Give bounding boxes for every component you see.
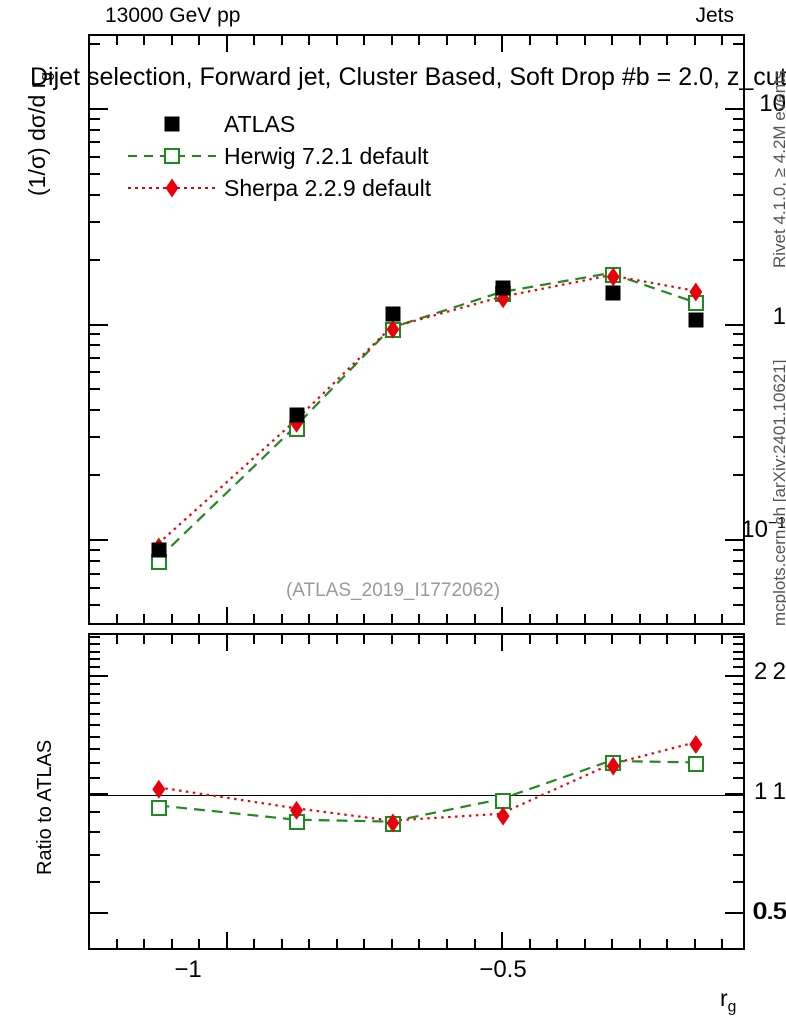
legend-label-atlas: ATLAS: [224, 110, 296, 137]
filled-square-icon: [164, 116, 180, 132]
herwig-7-2-1-default-line: [157, 271, 693, 560]
main-plot-area: [90, 36, 743, 623]
legend-entry-herwig: Herwig 7.2.1 default: [128, 140, 431, 172]
x-tick-label-minus0p5: −0.5: [479, 956, 527, 983]
ratio-sherpa-2-2-9-default-point: [290, 800, 304, 820]
atlas-point: [605, 285, 621, 301]
unity-reference-line: [90, 795, 743, 797]
legend-label-sherpa: Sherpa 2.2.9 default: [224, 174, 432, 201]
y-tick-label-10: 10: [759, 90, 786, 117]
ratio-sherpa-2-2-9-default-point: [152, 779, 166, 799]
ratio-y-tick-label-2-left: 2: [772, 658, 786, 685]
y-tick-label-0p1: 10−1: [741, 515, 786, 543]
ratio-sherpa-2-2-9-default-point: [386, 813, 400, 833]
analysis-id-watermark: (ATLAS_2019_I1772062): [285, 580, 501, 601]
ratio-plot-panel: [88, 633, 745, 950]
ratio-plot-area: [90, 635, 743, 948]
sherpa-2-2-9-default-point: [689, 282, 703, 302]
ratio-sherpa-2-2-9-default-point: [606, 756, 620, 776]
x-tick-label-minus1: −1: [174, 956, 202, 983]
ratio-sherpa-2-2-9-default-point: [496, 806, 510, 826]
ratio-axis-title: Ratio to ATLAS: [34, 739, 56, 875]
legend-label-herwig: Herwig 7.2.1 default: [224, 142, 429, 169]
sherpa-2-2-9-default-line: [157, 274, 693, 545]
ratio-y-tick-label-2-right: 2: [754, 658, 768, 685]
atlas-point: [289, 407, 305, 423]
beam-energy-label: 13000 GeV pp: [105, 4, 241, 27]
atlas-point: [151, 542, 167, 558]
main-plot-panel: [88, 34, 745, 625]
ratio-series-overlay: [158, 742, 693, 823]
ratio-sherpa-2-2-9-default-point: [689, 734, 703, 754]
ratio-y-tick-label-1-left: 1: [772, 778, 786, 805]
generator-credit: Rivet 4.1.0, ≥ 4.2M events: [770, 70, 786, 268]
legend-entry-sherpa: Sherpa 2.2.9 default: [128, 172, 431, 204]
open-square-icon: [164, 148, 180, 164]
legend: ATLAS Herwig 7.2.1 default Sherpa 2.2.9 …: [128, 108, 431, 204]
plot-title: Dijet selection, Forward jet, Cluster Ba…: [30, 63, 786, 91]
legend-entry-atlas: ATLAS: [128, 108, 431, 140]
atlas-point: [688, 312, 704, 328]
ratio-y-tick-label-0p5-left: 0.5: [752, 898, 786, 925]
ratio-y-tick-label-0p5-right: 0.5: [754, 898, 786, 925]
source-credit: mcplots.cern.ch [arXiv:2401.10621]: [770, 359, 786, 626]
legend-key-atlas: [128, 112, 216, 136]
y-tick-label-1: 1: [772, 303, 786, 330]
ratio-herwig-7-2-1-default-point: [150, 799, 167, 816]
ratio-y-tick-label-1-right: 1: [754, 778, 768, 805]
ratio-herwig-7-2-1-default-line: [158, 759, 693, 823]
main-series-overlay: [157, 271, 693, 560]
atlas-point: [495, 280, 511, 296]
filled-diamond-icon: [165, 178, 179, 198]
ratio-herwig-7-2-1-default-point: [687, 755, 704, 772]
atlas-point: [385, 306, 401, 322]
sherpa-2-2-9-default-point: [386, 319, 400, 339]
plot-title-clip: Dijet selection, Forward jet, Cluster Ba…: [30, 57, 786, 97]
legend-key-sherpa: [128, 176, 216, 200]
x-axis-title: rg: [720, 985, 737, 1016]
analysis-category-label: Jets: [695, 4, 734, 27]
legend-key-herwig: [128, 144, 216, 168]
sherpa-2-2-9-default-point: [606, 267, 620, 287]
